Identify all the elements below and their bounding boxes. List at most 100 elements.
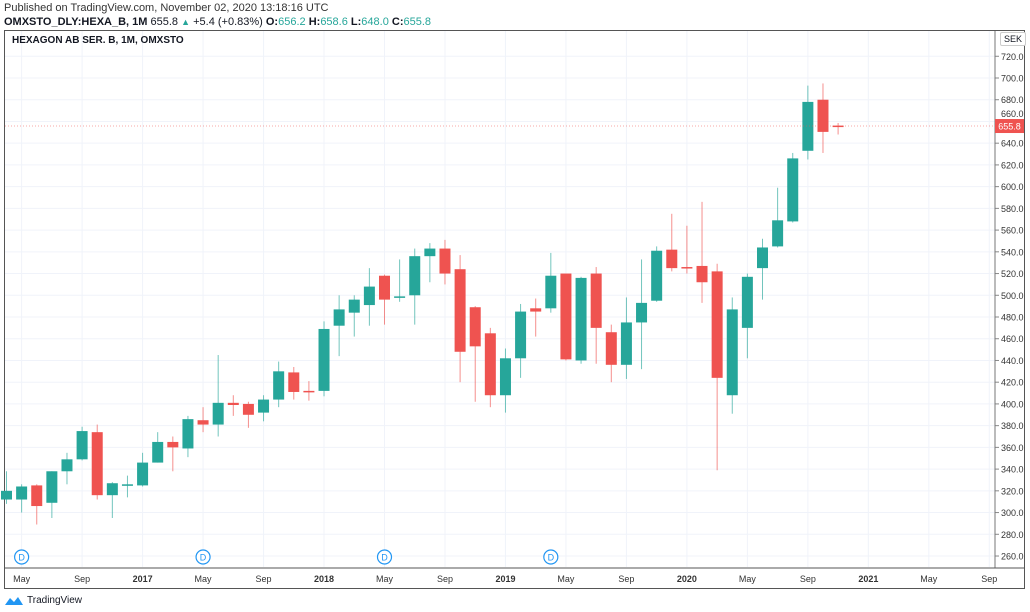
- candle-body: [318, 328, 330, 391]
- close-value: 655.8: [403, 16, 432, 28]
- x-tick-label: May: [376, 574, 394, 584]
- candle-body: [167, 441, 179, 448]
- last-price: 655.8: [150, 16, 179, 28]
- x-tick-label: May: [920, 574, 938, 584]
- chart-title: HEXAGON AB SER. B, 1M, OMXSTO: [12, 35, 184, 46]
- x-tick-label: May: [557, 574, 575, 584]
- y-tick-label: 540.0: [1001, 247, 1024, 257]
- chart-frame: [4, 30, 1025, 589]
- x-tick-label: 2017: [133, 574, 153, 584]
- dividend-marker-icon: [195, 549, 211, 565]
- x-tick-label: Sep: [981, 574, 997, 584]
- candle-body: [681, 267, 693, 269]
- y-tick-label: 680.0: [1001, 95, 1024, 105]
- candle-body: [333, 309, 345, 326]
- dividend-marker-icon: [543, 549, 559, 565]
- y-tick-label: 620.0: [1001, 160, 1024, 170]
- tradingview-logo[interactable]: TradingView: [4, 594, 82, 606]
- candle-body: [590, 273, 602, 328]
- y-tick-label: 400.0: [1001, 399, 1024, 409]
- y-tick-label: 380.0: [1001, 421, 1024, 431]
- candle-body: [91, 432, 103, 496]
- price-change: +5.4 (+0.83%): [193, 16, 263, 28]
- open-label: O:: [265, 16, 279, 28]
- candle-body: [817, 99, 829, 132]
- x-tick-label: May: [13, 574, 31, 584]
- x-tick-label: Sep: [74, 574, 90, 584]
- currency-badge[interactable]: SEK: [1000, 32, 1027, 46]
- up-triangle-icon: ▲: [181, 17, 191, 27]
- candle-body: [197, 420, 209, 425]
- y-tick-label: 280.0: [1001, 530, 1024, 540]
- candle-body: [530, 308, 542, 312]
- candle-body: [651, 250, 663, 301]
- x-tick-label: May: [739, 574, 757, 584]
- candle-body: [454, 269, 466, 352]
- y-tick-label: 260.0: [1001, 552, 1024, 562]
- x-tick-label: Sep: [800, 574, 816, 584]
- close-label: C:: [391, 16, 404, 28]
- high-value: 658.6: [320, 16, 348, 28]
- y-tick-label: 720.0: [1001, 52, 1024, 62]
- candle-body: [1, 490, 12, 500]
- candle-body: [499, 358, 511, 396]
- candle-body: [802, 101, 814, 151]
- x-tick-label: May: [195, 574, 213, 584]
- dividend-marker-label: D: [381, 553, 388, 563]
- dividend-marker-label: D: [200, 553, 207, 563]
- x-tick-label: 2020: [677, 574, 697, 584]
- symbol-name: OMXSTO_DLY:HEXA_B, 1M: [4, 16, 148, 28]
- candle-body: [258, 399, 270, 413]
- candle-body: [16, 486, 28, 500]
- x-tick-label: 2019: [495, 574, 515, 584]
- low-value: 648.0: [361, 16, 389, 28]
- x-tick-label: 2018: [314, 574, 334, 584]
- candle-body: [439, 248, 451, 274]
- candle-body: [666, 249, 678, 269]
- candle-body: [605, 332, 617, 365]
- candle-body: [545, 275, 557, 309]
- candle-body: [288, 372, 300, 392]
- candle-body: [469, 307, 481, 347]
- candle-body: [560, 273, 572, 360]
- y-tick-label: 600.0: [1001, 182, 1024, 192]
- y-tick-label: 460.0: [1001, 334, 1024, 344]
- open-value: 656.2: [278, 16, 306, 28]
- y-tick-label: 520.0: [1001, 269, 1024, 279]
- candle-body: [31, 485, 43, 507]
- y-tick-label: 420.0: [1001, 378, 1024, 388]
- y-tick-label: 300.0: [1001, 508, 1024, 518]
- candle-body: [121, 484, 133, 486]
- y-tick-label: 560.0: [1001, 226, 1024, 236]
- x-tick-label: Sep: [256, 574, 272, 584]
- candle-body: [303, 390, 315, 393]
- y-tick-label: 440.0: [1001, 356, 1024, 366]
- candle-body: [636, 302, 648, 323]
- price-tag-box: [995, 119, 1024, 134]
- candle-body: [696, 265, 708, 283]
- cloud-icon: [5, 597, 23, 605]
- candle-body: [484, 333, 496, 396]
- y-tick-label: 480.0: [1001, 313, 1024, 323]
- candle-body: [182, 419, 194, 449]
- candle-body: [348, 299, 360, 313]
- candle-body: [61, 459, 73, 472]
- published-note: Published on TradingView.com, November 0…: [4, 2, 329, 14]
- candle-body: [515, 311, 527, 359]
- high-label: H:: [308, 16, 321, 28]
- y-tick-label: 580.0: [1001, 204, 1024, 214]
- x-tick-label: Sep: [618, 574, 634, 584]
- candle-body: [787, 158, 799, 222]
- candle-body: [152, 441, 164, 463]
- candle-body: [726, 309, 738, 396]
- dividend-marker-icon: [376, 549, 393, 565]
- candle-body: [711, 271, 723, 378]
- symbol-legend: OMXSTO_DLY:HEXA_B, 1M 655.8 ▲ +5.4 (+0.8…: [4, 16, 431, 28]
- candle-body: [620, 322, 632, 365]
- candle-body: [273, 371, 285, 400]
- y-tick-label: 320.0: [1001, 486, 1024, 496]
- candle-body: [832, 125, 844, 128]
- candle-body: [212, 402, 224, 425]
- candle-body: [46, 471, 58, 503]
